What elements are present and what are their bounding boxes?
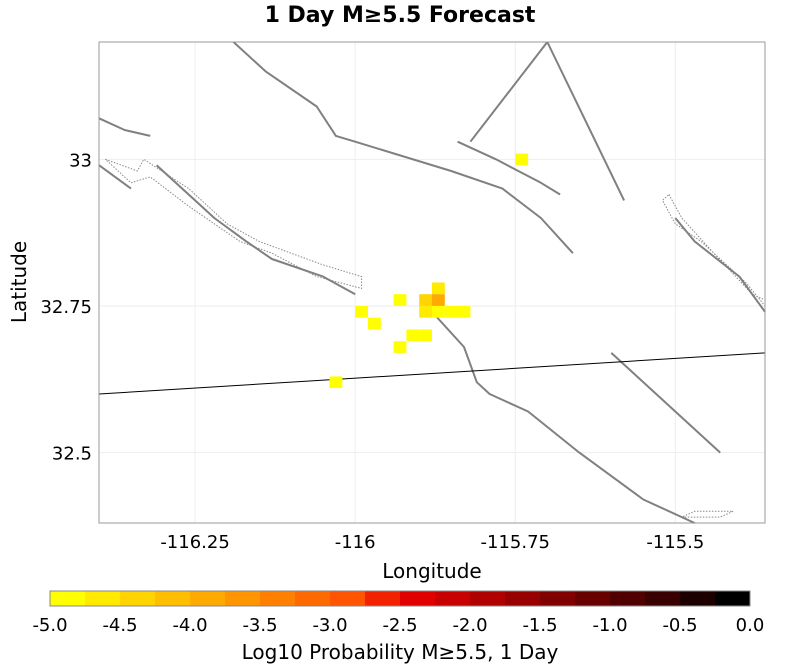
forecast-cell <box>419 306 432 318</box>
fault-line <box>457 140 561 196</box>
colorbar-swatch <box>260 591 296 606</box>
forecast-cell <box>432 306 445 318</box>
colorbar-label: Log10 Probability M≥5.5, 1 Day <box>242 640 559 664</box>
forecast-cell <box>432 294 445 306</box>
x-tick-label: -115.75 <box>481 532 550 553</box>
colorbar-swatch <box>330 591 366 606</box>
colorbar-swatch <box>225 591 261 606</box>
colorbar-tick-label: -4.5 <box>102 615 137 636</box>
colorbar-tick-label: -1.5 <box>522 615 557 636</box>
colorbar-swatch <box>400 591 436 606</box>
forecast-cells <box>329 153 529 389</box>
fault-line <box>469 41 549 143</box>
colorbar-swatch <box>575 591 611 606</box>
colorbar-tick-label: -3.0 <box>312 615 347 636</box>
colorbar-swatch <box>295 591 331 606</box>
y-tick-label: 33 <box>69 150 92 171</box>
forecast-cell <box>457 306 471 318</box>
y-tick-label: 32.5 <box>52 444 92 465</box>
colorbar-swatch <box>680 591 716 606</box>
fault-line <box>674 217 766 313</box>
fault-line <box>155 164 356 296</box>
colorbar-tick-labels: -5.0 -4.5 -4.0 -3.5 -3.0 -2.5 -2.0 -1.5 -1.0 -0.5… <box>32 615 764 636</box>
border-line-segment <box>98 352 766 395</box>
fault-line <box>98 164 132 190</box>
colorbar-tick-label: -5.0 <box>32 615 67 636</box>
fault-line <box>232 41 574 254</box>
colorbar-swatch <box>190 591 226 606</box>
colorbar <box>49 590 751 607</box>
colorbar-swatch <box>645 591 681 606</box>
fault-line <box>98 117 151 137</box>
colorbar-swatch <box>505 591 541 606</box>
forecast-cell <box>393 341 407 353</box>
forecast-cell <box>368 317 381 330</box>
forecast-cell <box>406 329 420 342</box>
y-tick-label: 32.75 <box>40 297 92 318</box>
fault-zones <box>105 158 766 518</box>
colorbar-tick-label: -1.0 <box>592 615 627 636</box>
colorbar-swatch <box>715 591 751 606</box>
fault-zone-outline <box>681 510 734 518</box>
fault-line <box>610 352 721 454</box>
colorbar-swatch <box>120 591 156 606</box>
forecast-cell <box>432 282 445 295</box>
forecast-cell <box>419 294 432 306</box>
colorbar-swatch <box>540 591 576 606</box>
grid-lines <box>99 42 765 523</box>
colorbar-swatch <box>435 591 471 606</box>
colorbar-tick-label: -3.5 <box>242 615 277 636</box>
x-tick-label: -116.25 <box>160 532 229 553</box>
plot-frame <box>98 41 766 524</box>
forecast-cell <box>444 306 458 318</box>
x-tick-label: -115.5 <box>646 532 704 553</box>
fault-lines <box>98 41 766 524</box>
chart-title: 1 Day M≥5.5 Forecast <box>265 3 536 28</box>
forecast-cell <box>515 153 529 166</box>
colorbar-tick-label: -0.5 <box>662 615 697 636</box>
colorbar-swatch <box>365 591 401 606</box>
fault-line <box>431 311 696 524</box>
x-axis-label: Longitude <box>382 559 481 583</box>
colorbar-swatch <box>610 591 646 606</box>
border-line <box>98 352 766 395</box>
colorbar-tick-label: -4.0 <box>172 615 207 636</box>
fault-line <box>546 41 625 201</box>
y-axis-label: Latitude <box>7 241 31 323</box>
forecast-cell <box>329 376 343 389</box>
colorbar-tick-label: -2.5 <box>382 615 417 636</box>
colorbar-swatch <box>85 591 121 606</box>
forecast-cell <box>355 306 368 318</box>
colorbar-swatch <box>50 591 86 606</box>
fault-zone-outline <box>105 158 363 290</box>
colorbar-swatch <box>155 591 191 606</box>
x-tick-labels: -116.25 -116 -115.75 -115.5 <box>160 532 704 553</box>
colorbar-frame <box>49 590 751 607</box>
forecast-cell <box>419 329 432 342</box>
forecast-cell <box>393 294 407 306</box>
colorbar-tick-label: 0.0 <box>736 615 765 636</box>
y-tick-labels: 33 32.75 32.5 <box>40 150 92 464</box>
x-tick-label: -116 <box>335 532 376 553</box>
colorbar-tick-label: -2.0 <box>452 615 487 636</box>
colorbar-swatch <box>470 591 506 606</box>
